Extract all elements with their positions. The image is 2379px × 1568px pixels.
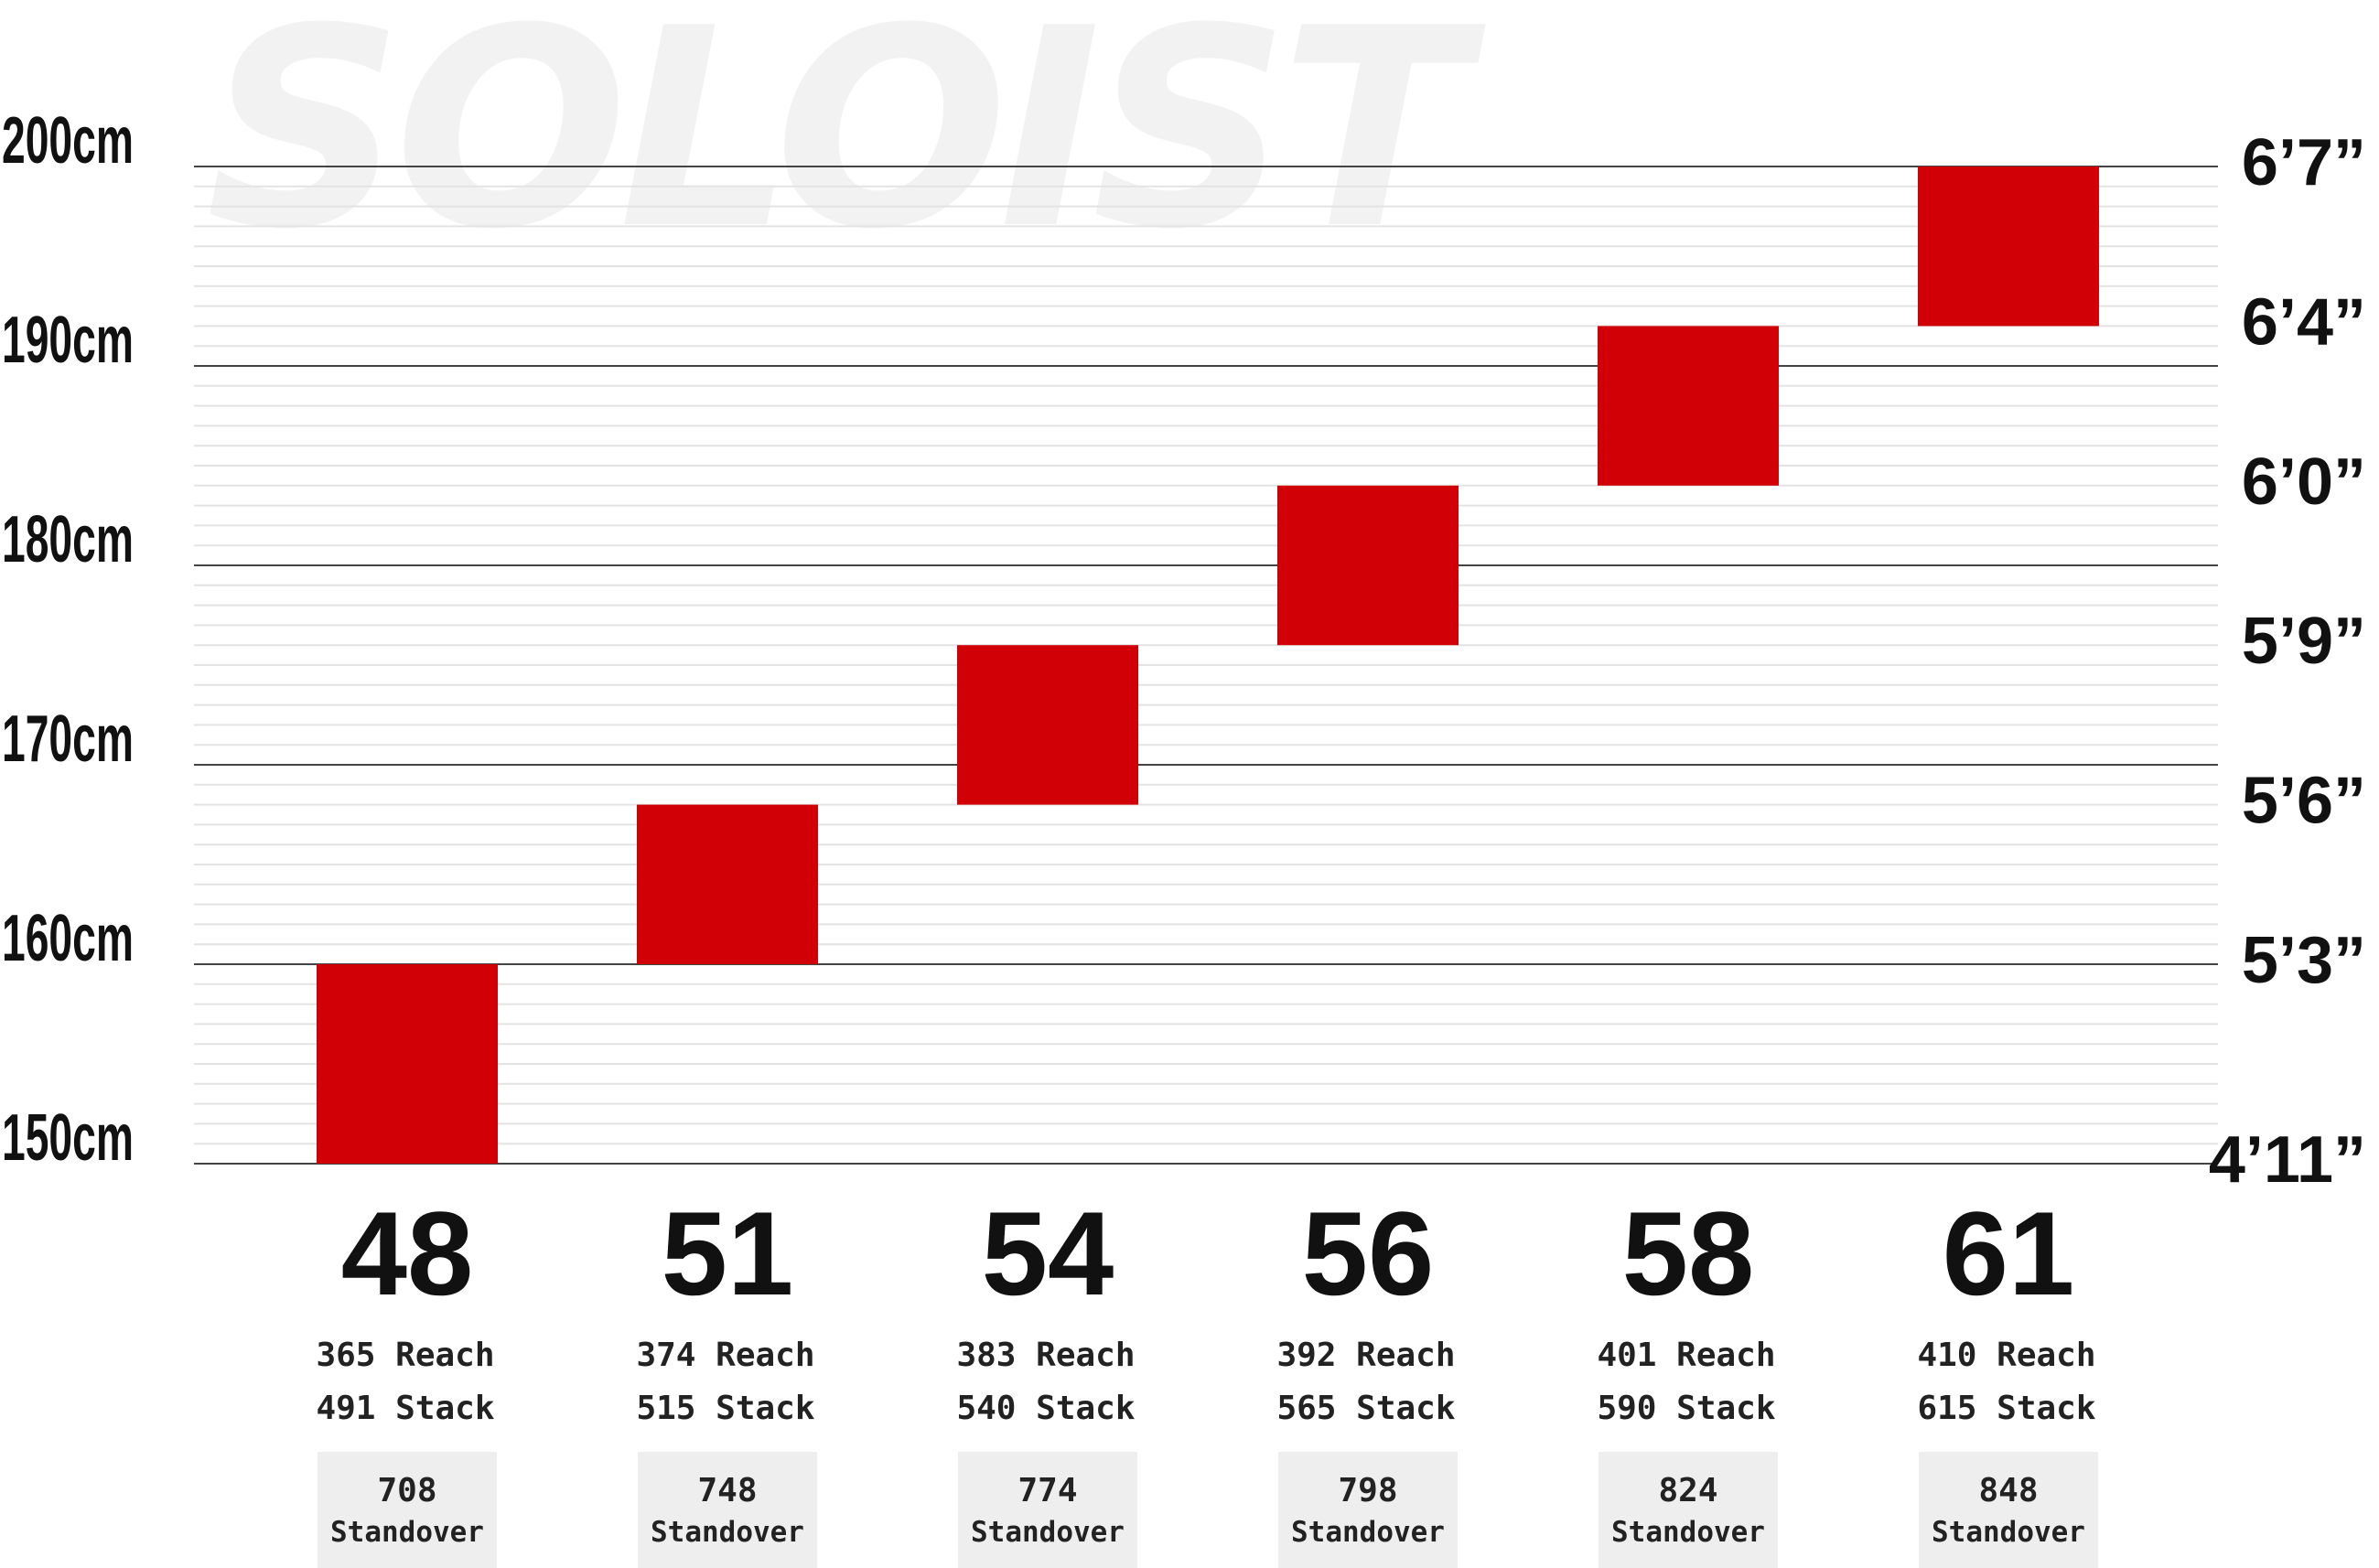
standover-label: Standover [1932,1516,2085,1549]
stack-value: 491 Stack [316,1390,494,1427]
reach-value: 383 Reach [956,1337,1135,1374]
size-range-bar [1277,485,1459,646]
grid [194,166,2218,1165]
standover-box [1919,1452,2098,1568]
left-tick-label: 200cm [2,104,134,177]
standover-box [638,1452,817,1568]
stack-value: 565 Stack [1276,1390,1455,1427]
standover-box [1599,1452,1778,1568]
frame-size-label: 54 [982,1187,1114,1320]
right-tick-label: 6’4” [2242,285,2366,359]
reach-value: 410 Reach [1917,1337,2095,1374]
left-tick-label: 170cm [2,703,134,776]
left-tick-label: 150cm [2,1101,134,1175]
bars [317,166,2099,1164]
standover-value: 748 [697,1472,757,1509]
reach-value: 401 Reach [1597,1337,1775,1374]
standover-label: Standover [330,1516,484,1549]
stack-value: 615 Stack [1917,1390,2095,1427]
frame-size-label: 48 [341,1187,474,1320]
standover-value: 798 [1338,1472,1397,1509]
right-tick-label: 6’7” [2242,126,2366,199]
standover-label: Standover [1291,1516,1445,1549]
size-range-bar [637,804,818,964]
right-tick-label: 5’3” [2242,924,2366,997]
standover-box [958,1452,1137,1568]
standover-label: Standover [651,1516,804,1549]
standover-label: Standover [1611,1516,1765,1549]
left-tick-label: 190cm [2,304,134,377]
size-range-bar [957,645,1138,805]
standover-value: 708 [377,1472,436,1509]
frame-size-label: 56 [1302,1187,1435,1320]
right-tick-label: 5’9” [2242,605,2366,678]
reach-value: 392 Reach [1276,1337,1455,1374]
left-tick-label: 180cm [2,503,134,576]
stack-value: 515 Stack [636,1390,814,1427]
size-range-bar [1598,326,1779,486]
frame-size-label: 61 [1943,1187,2075,1320]
standover-value: 824 [1658,1472,1717,1509]
watermark: SOLOIST [206,0,1486,289]
size-columns: 48 365 Reach 491 Stack 708 Standover 51 374 Re… [316,1187,2098,1568]
frame-size-label: 51 [662,1187,794,1320]
right-tick-label: 4’11” [2209,1123,2366,1197]
standover-label: Standover [971,1516,1125,1549]
standover-value: 774 [1017,1472,1077,1509]
frame-size-label: 58 [1622,1187,1755,1320]
size-range-bar [317,964,498,1164]
standover-box [318,1452,497,1568]
stack-value: 540 Stack [956,1390,1135,1427]
left-tick-label: 160cm [2,902,134,975]
reach-value: 374 Reach [636,1337,814,1374]
reach-value: 365 Reach [316,1337,494,1374]
standover-value: 848 [1978,1472,2038,1509]
right-tick-label: 6’0” [2242,446,2366,519]
standover-box [1278,1452,1458,1568]
tick-labels: 200cm 190cm 180cm 170cm 160cm 150cm 6’7” 6’4” 6’… [2,104,2366,1197]
right-tick-label: 5’6” [2242,765,2366,838]
size-range-bar [1918,166,2099,327]
stack-value: 590 Stack [1597,1390,1775,1427]
